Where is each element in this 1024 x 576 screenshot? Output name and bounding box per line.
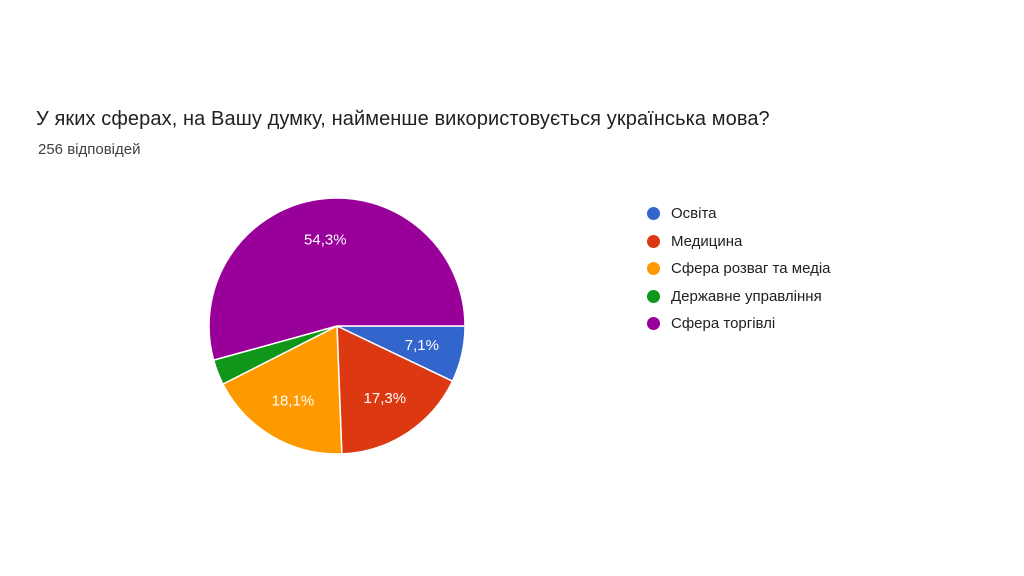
question-title: У яких сферах, на Вашу думку, найменше в… xyxy=(36,108,770,130)
chart-legend: Освіта Медицина Сфера розваг та медіа Де… xyxy=(647,200,831,338)
pie-chart: 7,1% 17,3% 18,1% 54,3% xyxy=(197,186,477,466)
legend-item-3: Державне управління xyxy=(647,283,831,311)
legend-label: Сфера торгівлі xyxy=(671,315,776,333)
response-count: 256 відповідей xyxy=(38,141,141,158)
pie-slice-label: 17,3% xyxy=(364,390,407,407)
legend-color-dot xyxy=(647,234,660,248)
legend-item-4: Сфера торгівлі xyxy=(647,310,831,338)
legend-label: Сфера розваг та медіа xyxy=(671,260,831,278)
pie-slice-4[interactable] xyxy=(208,197,466,361)
pie-slice-1[interactable] xyxy=(336,325,454,455)
pie-slice-label: 54,3% xyxy=(304,231,347,248)
legend-item-1: Медицина xyxy=(647,228,831,256)
pie-chart-svg: 7,1% 17,3% 18,1% 54,3% xyxy=(208,197,466,455)
legend-color-dot xyxy=(647,317,660,331)
legend-label: Медицина xyxy=(671,232,743,250)
legend-label: Освіта xyxy=(671,205,717,223)
legend-item-2: Сфера розваг та медіа xyxy=(647,255,831,283)
legend-color-dot xyxy=(647,262,660,276)
legend-color-dot xyxy=(647,207,660,221)
legend-color-dot xyxy=(647,289,660,303)
pie-slice-label: 18,1% xyxy=(272,393,315,410)
legend-item-0: Освіта xyxy=(647,200,831,228)
pie-slice-2[interactable] xyxy=(222,325,343,455)
legend-label: Державне управління xyxy=(671,287,822,305)
pie-slice-label: 7,1% xyxy=(405,337,439,354)
